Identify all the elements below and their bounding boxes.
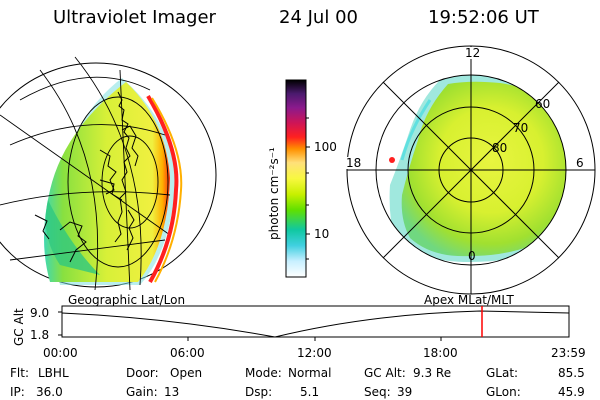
colorbar-tick-10: 10 [314, 227, 330, 241]
gain-label: Gain: [126, 385, 158, 399]
date-label: 24 Jul 00 [279, 7, 358, 28]
xtick-0000: 00:00 [43, 346, 78, 360]
altitude-ytick-low: 1.8 [30, 328, 50, 342]
instrument-title: Ultraviolet Imager [53, 7, 216, 28]
glat-value: 85.5 [558, 366, 585, 380]
polar-panel-title: Apex MLat/MLT [424, 293, 514, 307]
gain-value: 13 [164, 385, 180, 399]
time-label: 19:52:06 UT [428, 7, 539, 28]
gcalt-label: GC Alt: [364, 366, 406, 380]
xtick-1200: 12:00 [297, 346, 332, 360]
colorbar-label: photon cm⁻²s⁻¹ [267, 147, 281, 240]
glat-label: GLat: [486, 366, 519, 380]
door-label: Door: [126, 366, 159, 380]
xtick-1800: 18:00 [423, 346, 458, 360]
colorbar-tick-100: 100 [314, 140, 337, 154]
door-value: Open [170, 366, 203, 380]
glon-value: 45.9 [558, 385, 585, 399]
glon-label: GLon: [486, 385, 521, 399]
mlt-18-label: 18 [346, 156, 362, 170]
mlt-12-label: 12 [465, 46, 481, 60]
colorbar [285, 79, 310, 278]
geographic-image [0, 56, 217, 291]
geo-panel-title: Geographic Lat/Lon [68, 293, 186, 307]
xtick-2359: 23:59 [551, 346, 586, 360]
mlt-0-label: 0 [468, 249, 476, 263]
mode-value: Normal [288, 366, 332, 380]
ip-label: IP: [10, 385, 25, 399]
mlat-80-label: 80 [492, 141, 508, 155]
flt-value: LBHL [38, 366, 69, 380]
seq-value: 39 [397, 385, 413, 399]
dsp-label: Dsp: [245, 385, 273, 399]
altitude-ytick-high: 9.0 [30, 306, 50, 320]
altitude-ylabel: GC Alt [12, 308, 26, 346]
flt-label: Flt: [10, 366, 29, 380]
polar-image [346, 45, 596, 295]
seq-label: Seq: [364, 385, 391, 399]
altitude-plot [58, 305, 570, 341]
ip-value: 36.0 [36, 385, 63, 399]
mlat-70-label: 70 [513, 121, 529, 135]
mlat-60-label: 60 [535, 97, 551, 111]
mode-label: Mode: [245, 366, 282, 380]
dsp-value: 5.1 [300, 385, 320, 399]
gcalt-value: 9.3 Re [413, 366, 452, 380]
mlt-6-label: 6 [576, 156, 584, 170]
xtick-0600: 06:00 [170, 346, 205, 360]
